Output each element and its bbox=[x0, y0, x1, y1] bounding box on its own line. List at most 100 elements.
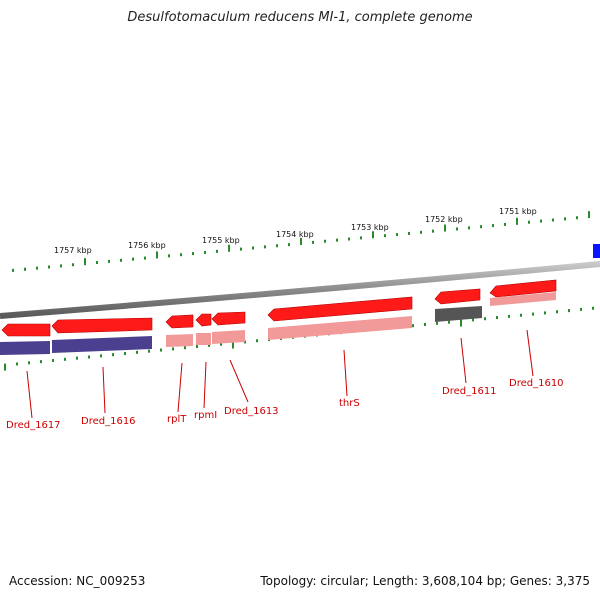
kbp-labels: 1757 kbp 1756 kbp 1755 kbp 1754 kbp 1753 kbp… bbox=[54, 207, 537, 255]
leader-dred1617 bbox=[26, 370, 33, 419]
lower-tick bbox=[220, 342, 222, 346]
cds-bar-dred1611 bbox=[435, 306, 482, 322]
leader-dred1611 bbox=[460, 337, 467, 384]
gene-label[interactable]: Dred_1616 bbox=[81, 416, 136, 427]
upper-tick bbox=[420, 230, 422, 234]
upper-tick bbox=[456, 227, 458, 231]
gene-label[interactable]: rplT bbox=[167, 414, 187, 425]
upper-tick bbox=[324, 239, 326, 243]
cds-bar-rplt bbox=[166, 334, 193, 347]
upper-tick bbox=[108, 259, 110, 263]
upper-tick bbox=[564, 217, 566, 221]
gene-arrow-dred1616[interactable] bbox=[51, 317, 153, 334]
gene-arrow-rplt[interactable] bbox=[165, 314, 194, 329]
cds-bar-thrs bbox=[268, 316, 412, 340]
lower-tick bbox=[148, 349, 150, 353]
lower-tick bbox=[436, 321, 438, 325]
upper-tick bbox=[144, 256, 146, 260]
lower-tick bbox=[544, 311, 546, 315]
kbp-label: 1752 kbp bbox=[425, 215, 463, 224]
cds-bar-dred1613 bbox=[212, 330, 245, 344]
upper-tick bbox=[588, 211, 590, 219]
upper-tick bbox=[504, 222, 506, 226]
leader-dred1610 bbox=[526, 329, 534, 377]
upper-tick bbox=[240, 247, 242, 251]
kbp-label: 1756 kbp bbox=[128, 241, 166, 250]
lower-tick bbox=[448, 320, 450, 324]
upper-tick bbox=[156, 251, 158, 259]
upper-tick bbox=[252, 246, 254, 250]
gene-label[interactable]: rpmI bbox=[194, 410, 217, 421]
leader-dred1616 bbox=[102, 366, 106, 414]
upper-tick bbox=[468, 226, 470, 230]
lower-tick bbox=[412, 324, 414, 328]
kbp-label: 1755 kbp bbox=[202, 236, 240, 245]
gene-arrow-dred1617[interactable] bbox=[1, 323, 51, 337]
upper-tick bbox=[336, 238, 338, 242]
lower-tick bbox=[172, 347, 174, 351]
upper-tick bbox=[396, 233, 398, 237]
cds-bar-rpmi bbox=[196, 333, 211, 345]
upper-tick bbox=[24, 267, 26, 271]
lower-tick bbox=[472, 318, 474, 322]
lower-tick bbox=[52, 358, 54, 362]
upper-tick bbox=[12, 268, 14, 272]
leader-rplt bbox=[177, 362, 183, 413]
cds-bar-dred1616 bbox=[52, 336, 152, 353]
upper-tick bbox=[432, 229, 434, 233]
upper-tick bbox=[300, 238, 302, 245]
lower-tick bbox=[136, 350, 138, 354]
genome-backbone bbox=[0, 261, 600, 319]
upper-tick bbox=[204, 250, 206, 254]
upper-tick bbox=[384, 234, 386, 238]
upper-tick bbox=[288, 243, 290, 247]
lower-tick bbox=[232, 341, 234, 349]
lower-tick bbox=[256, 339, 258, 343]
cds-bar-dred1610 bbox=[490, 292, 556, 306]
lower-tick bbox=[556, 310, 558, 314]
gene-label[interactable]: thrS bbox=[339, 398, 360, 409]
kbp-label: 1757 kbp bbox=[54, 246, 92, 255]
gene-label[interactable]: Dred_1613 bbox=[224, 406, 279, 417]
leader-rpmi bbox=[203, 361, 207, 409]
upper-tick bbox=[276, 244, 278, 248]
kbp-label: 1754 kbp bbox=[276, 230, 314, 239]
upper-tick bbox=[312, 240, 314, 244]
upper-tick bbox=[360, 236, 362, 240]
gene-arrows-top bbox=[1, 279, 557, 337]
lower-tick bbox=[112, 353, 114, 357]
gene-label[interactable]: Dred_1617 bbox=[6, 420, 61, 431]
gene-arrow-dred1611[interactable] bbox=[434, 288, 481, 305]
upper-tick bbox=[408, 231, 410, 235]
lower-tick bbox=[28, 361, 30, 365]
gene-arrow-thrs[interactable] bbox=[267, 296, 413, 322]
gene-arrow-dred1613[interactable] bbox=[211, 311, 246, 326]
cds-bars bbox=[0, 292, 556, 355]
upper-tick bbox=[576, 216, 578, 220]
lower-tick bbox=[64, 357, 66, 361]
gene-arrow-dred1610[interactable] bbox=[489, 279, 557, 298]
upper-tick bbox=[516, 217, 518, 225]
leader-dred1613 bbox=[229, 359, 249, 403]
upper-tick bbox=[36, 266, 38, 270]
kbp-label: 1751 kbp bbox=[499, 207, 537, 216]
map-title: Desulfotomaculum reducens MI-1, complete… bbox=[127, 10, 473, 25]
lower-tick bbox=[88, 355, 90, 359]
upper-tick bbox=[492, 224, 494, 228]
upper-tick bbox=[540, 219, 542, 223]
genome-summary-text: Topology: circular; Length: 3,608,104 bp… bbox=[260, 574, 590, 588]
upper-tick bbox=[72, 263, 74, 267]
lower-tick bbox=[184, 346, 186, 350]
gene-arrow-rpmi[interactable] bbox=[195, 313, 212, 327]
upper-tick bbox=[132, 257, 134, 261]
lower-tick bbox=[100, 354, 102, 358]
lower-tick bbox=[424, 323, 426, 327]
upper-tick bbox=[180, 253, 182, 257]
lower-tick bbox=[508, 314, 510, 318]
upper-tick bbox=[228, 244, 230, 252]
lower-tick bbox=[520, 313, 522, 317]
lower-tick bbox=[40, 360, 42, 364]
gene-label[interactable]: Dred_1610 bbox=[509, 378, 564, 389]
gene-label[interactable]: Dred_1611 bbox=[442, 386, 497, 397]
